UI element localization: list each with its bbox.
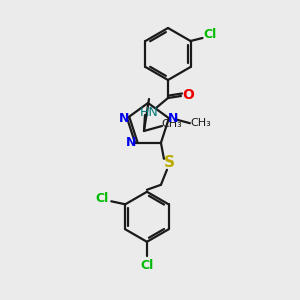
Text: Cl: Cl [96,192,109,205]
Text: N: N [119,112,129,125]
Text: Cl: Cl [140,259,154,272]
Text: CH₃: CH₃ [190,118,211,128]
Text: O: O [182,88,194,102]
Text: N: N [126,136,136,149]
Text: N: N [168,112,178,125]
Text: CH₃: CH₃ [162,119,182,129]
Text: HN: HN [140,106,158,118]
Text: S: S [164,155,174,170]
Text: Cl: Cl [203,28,216,41]
